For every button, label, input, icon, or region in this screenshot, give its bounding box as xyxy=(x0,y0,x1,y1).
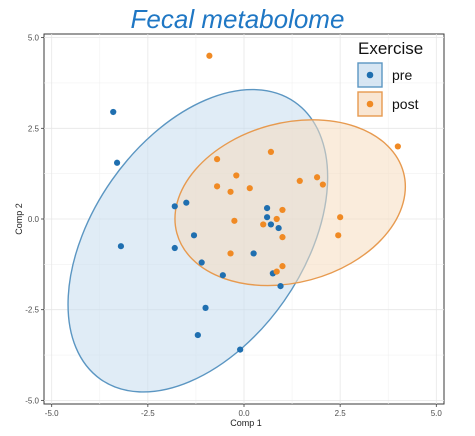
legend-key-post xyxy=(357,91,383,117)
point-post xyxy=(246,185,253,192)
legend-label-pre: pre xyxy=(392,67,412,83)
point-post xyxy=(394,143,401,150)
point-pre xyxy=(267,221,275,228)
point-pre xyxy=(183,199,190,206)
chart-title: Fecal metabolome xyxy=(130,4,345,34)
point-post xyxy=(227,250,234,257)
y-tick-label: 2.5 xyxy=(28,124,40,133)
point-pre xyxy=(113,159,121,166)
x-axis-title: Comp 1 xyxy=(230,418,262,428)
point-pre xyxy=(171,244,178,252)
point-post xyxy=(337,214,344,221)
point-post xyxy=(313,174,321,181)
point-pre xyxy=(198,259,205,266)
point-pre xyxy=(171,203,178,210)
point-post xyxy=(335,232,342,239)
point-post xyxy=(273,268,280,275)
point-post xyxy=(213,183,221,190)
y-tick-label: -5.0 xyxy=(25,396,39,405)
y-axis-title: Comp 2 xyxy=(14,203,24,235)
confidence-ellipses xyxy=(67,88,407,393)
legend-marker-post xyxy=(366,100,374,108)
point-post xyxy=(279,206,286,214)
point-pre xyxy=(202,304,209,311)
point-pre xyxy=(194,331,201,339)
y-tick-label: 5.0 xyxy=(28,34,40,43)
y-tick-label: 0.0 xyxy=(28,215,40,224)
point-pre xyxy=(277,283,284,290)
point-post xyxy=(227,188,234,195)
point-pre xyxy=(250,250,257,257)
point-post xyxy=(273,215,280,223)
legend-marker-pre xyxy=(366,71,374,79)
point-post xyxy=(206,52,213,59)
point-post xyxy=(279,263,286,270)
point-post xyxy=(319,181,326,188)
legend-label-post: post xyxy=(392,96,419,112)
point-pre xyxy=(237,346,244,353)
axes: -5.0 -2.5 0.0 2.5 5.0 -5.0 -2.5 0.0 2.5 5.0 xyxy=(25,34,442,418)
point-pre xyxy=(275,224,282,232)
ellipse-post xyxy=(174,119,407,287)
point-post xyxy=(231,217,238,224)
point-post xyxy=(213,156,221,163)
point-post xyxy=(233,172,240,179)
point-pre xyxy=(263,214,271,221)
x-tick-label: 5.0 xyxy=(431,409,443,418)
point-pre xyxy=(117,243,125,250)
x-tick-label: -5.0 xyxy=(45,409,59,418)
point-post xyxy=(267,148,275,155)
point-pre xyxy=(110,108,117,116)
data-points xyxy=(110,52,401,353)
x-tick-label: 2.5 xyxy=(335,409,347,418)
point-pre xyxy=(190,232,198,239)
legend-title: Exercise xyxy=(358,39,423,58)
legend: Exercise pre post xyxy=(357,39,423,117)
point-pre xyxy=(219,272,226,279)
point-post xyxy=(296,177,303,185)
x-tick-label: 0.0 xyxy=(238,409,250,418)
y-tick-label: -2.5 xyxy=(25,306,39,315)
point-post xyxy=(279,234,286,241)
point-pre xyxy=(263,205,271,212)
point-post xyxy=(260,221,267,228)
x-tick-label: -2.5 xyxy=(141,409,155,418)
